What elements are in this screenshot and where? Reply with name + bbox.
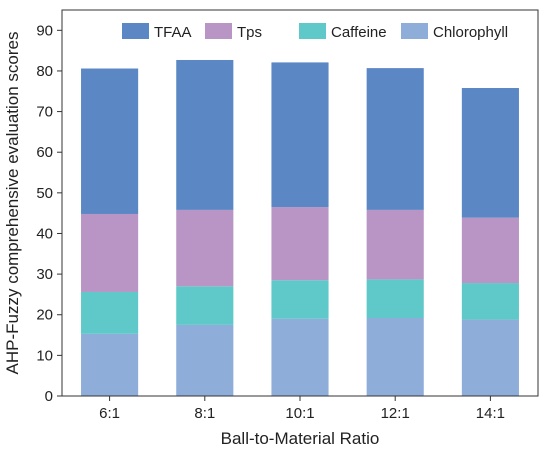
legend-label-tps: Tps [237, 24, 262, 41]
bar-caffeine-8-1 [176, 286, 234, 325]
bar-tps-6-1 [81, 213, 139, 292]
bar-tfaa-14-1 [461, 88, 519, 218]
y-tick-label: 50 [36, 185, 53, 202]
y-tick-label: 40 [36, 225, 53, 242]
y-tick-label: 70 [36, 104, 53, 121]
legend-label-caffeine: Caffeine [331, 24, 387, 41]
legend-swatch-chlorophyll [401, 23, 428, 39]
bar-chlorophyll-8-1 [176, 324, 234, 396]
y-tick-label: 10 [36, 347, 53, 364]
bar-tps-8-1 [176, 209, 234, 287]
x-tick-label: 10:1 [285, 405, 314, 422]
legend-swatch-caffeine [299, 23, 326, 39]
legend-label-tfaa: TFAA [154, 24, 192, 41]
y-tick-label: 60 [36, 144, 53, 161]
y-tick-label: 30 [36, 266, 53, 283]
bar-tfaa-6-1 [81, 68, 139, 214]
legend: TFAA Tps Caffeine Chlorophyll [122, 23, 508, 41]
y-tick-label: 80 [36, 63, 53, 80]
x-tick-label: 12:1 [381, 405, 410, 422]
bar-caffeine-10-1 [271, 280, 329, 319]
legend-swatch-tfaa [122, 23, 149, 39]
x-tick-label: 6:1 [99, 405, 120, 422]
x-axis: 6:1 8:1 10:1 12:1 14:1 [99, 396, 505, 422]
bar-tfaa-12-1 [366, 68, 424, 210]
legend-label-chlorophyll: Chlorophyll [433, 24, 508, 41]
bar-tfaa-8-1 [176, 59, 234, 210]
x-tick-label: 14:1 [476, 405, 505, 422]
bar-caffeine-14-1 [461, 283, 519, 320]
y-tick-label: 20 [36, 307, 53, 324]
x-tick-label: 8:1 [194, 405, 215, 422]
legend-swatch-tps [205, 23, 232, 39]
bar-chlorophyll-14-1 [461, 319, 519, 396]
bar-caffeine-12-1 [366, 279, 424, 318]
bar-caffeine-6-1 [81, 291, 139, 334]
x-axis-title: Ball-to-Material Ratio [221, 429, 380, 448]
bar-tfaa-10-1 [271, 62, 329, 208]
bars-layer [81, 59, 519, 396]
bar-tps-10-1 [271, 207, 329, 281]
bar-chlorophyll-12-1 [366, 317, 424, 396]
y-tick-label: 0 [45, 388, 53, 405]
bar-chlorophyll-6-1 [81, 333, 139, 396]
bar-chlorophyll-10-1 [271, 318, 329, 396]
y-axis: 0 10 20 30 40 50 60 70 80 90 [36, 22, 62, 405]
y-axis-title: AHP-Fuzzy comprehensive evaluation score… [3, 32, 22, 375]
bar-tps-12-1 [366, 209, 424, 280]
y-tick-label: 90 [36, 22, 53, 39]
bar-tps-14-1 [461, 217, 519, 284]
